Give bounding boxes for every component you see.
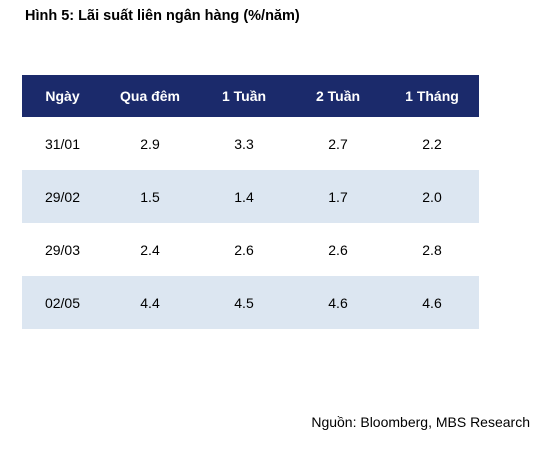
table-row: 29/03 2.4 2.6 2.6 2.8: [22, 223, 479, 276]
source-note: Nguồn: Bloomberg, MBS Research: [311, 414, 530, 430]
cell-2-week: 1.7: [291, 170, 385, 223]
cell-1-week: 2.6: [234, 241, 254, 258]
table-row: 29/02 1.5 1.4 1.7 2.0: [22, 170, 479, 223]
cell-date: 29/03: [44, 241, 81, 258]
cell-overnight: 4.4: [103, 276, 197, 329]
cell-1-month: 4.6: [385, 276, 479, 329]
cell-overnight: 2.4: [140, 241, 160, 258]
cell-date: 29/02: [22, 170, 103, 223]
cell-1-week: 3.3: [234, 135, 254, 152]
header-2-week: 2 Tuần: [291, 75, 385, 117]
cell-1-week: 4.5: [197, 276, 291, 329]
table-row: 31/01 2.9 3.3 2.7 2.2: [22, 117, 479, 170]
cell-2-week: 4.6: [291, 276, 385, 329]
header-overnight: Qua đêm: [103, 75, 197, 117]
interbank-rate-table: Ngày Qua đêm 1 Tuần 2 Tuần 1 Tháng 31/01…: [22, 75, 479, 329]
cell-1-week: 1.4: [197, 170, 291, 223]
cell-1-month: 2.2: [422, 135, 442, 152]
header-date: Ngày: [22, 75, 103, 117]
table-row: 02/05 4.4 4.5 4.6 4.6: [22, 276, 479, 329]
cell-overnight: 1.5: [103, 170, 197, 223]
cell-2-week: 2.7: [328, 135, 348, 152]
cell-1-month: 2.8: [422, 241, 442, 258]
header-1-week: 1 Tuần: [197, 75, 291, 117]
cell-1-month: 2.0: [385, 170, 479, 223]
table-header-row: Ngày Qua đêm 1 Tuần 2 Tuần 1 Tháng: [22, 75, 479, 117]
figure-title: Hình 5: Lãi suất liên ngân hàng (%/năm): [25, 8, 300, 24]
cell-date: 02/05: [22, 276, 103, 329]
cell-date: 31/01: [44, 135, 81, 152]
cell-2-week: 2.6: [328, 241, 348, 258]
header-1-month: 1 Tháng: [385, 75, 479, 117]
cell-overnight: 2.9: [140, 135, 160, 152]
